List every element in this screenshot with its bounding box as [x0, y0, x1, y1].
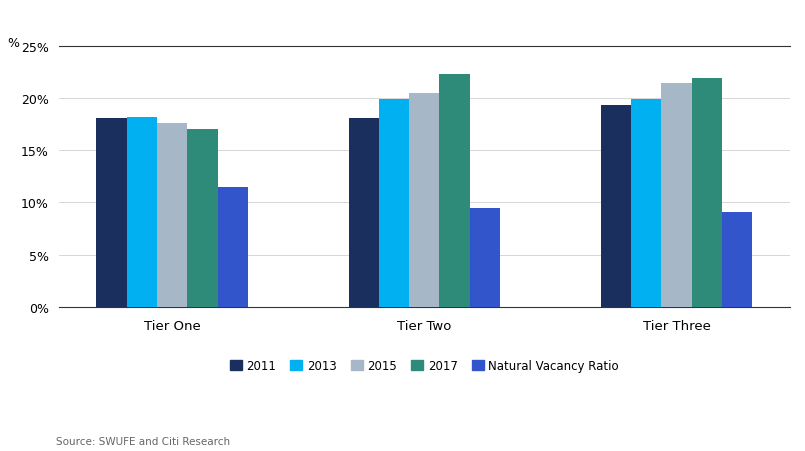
Bar: [188, 130, 217, 307]
Bar: [349, 119, 379, 307]
Legend: 2011, 2013, 2015, 2017, Natural Vacancy Ratio: 2011, 2013, 2015, 2017, Natural Vacancy …: [225, 354, 624, 377]
Bar: [722, 212, 752, 307]
Text: %: %: [7, 37, 19, 50]
Bar: [440, 75, 470, 307]
Bar: [470, 208, 500, 307]
Bar: [409, 94, 440, 307]
Bar: [97, 119, 126, 307]
Bar: [691, 79, 722, 307]
Bar: [601, 106, 631, 307]
Bar: [379, 100, 409, 307]
Bar: [217, 188, 248, 307]
Bar: [126, 118, 157, 307]
Bar: [662, 83, 691, 307]
Bar: [631, 100, 662, 307]
Bar: [157, 124, 188, 307]
Text: Source: SWUFE and Citi Research: Source: SWUFE and Citi Research: [56, 437, 230, 446]
